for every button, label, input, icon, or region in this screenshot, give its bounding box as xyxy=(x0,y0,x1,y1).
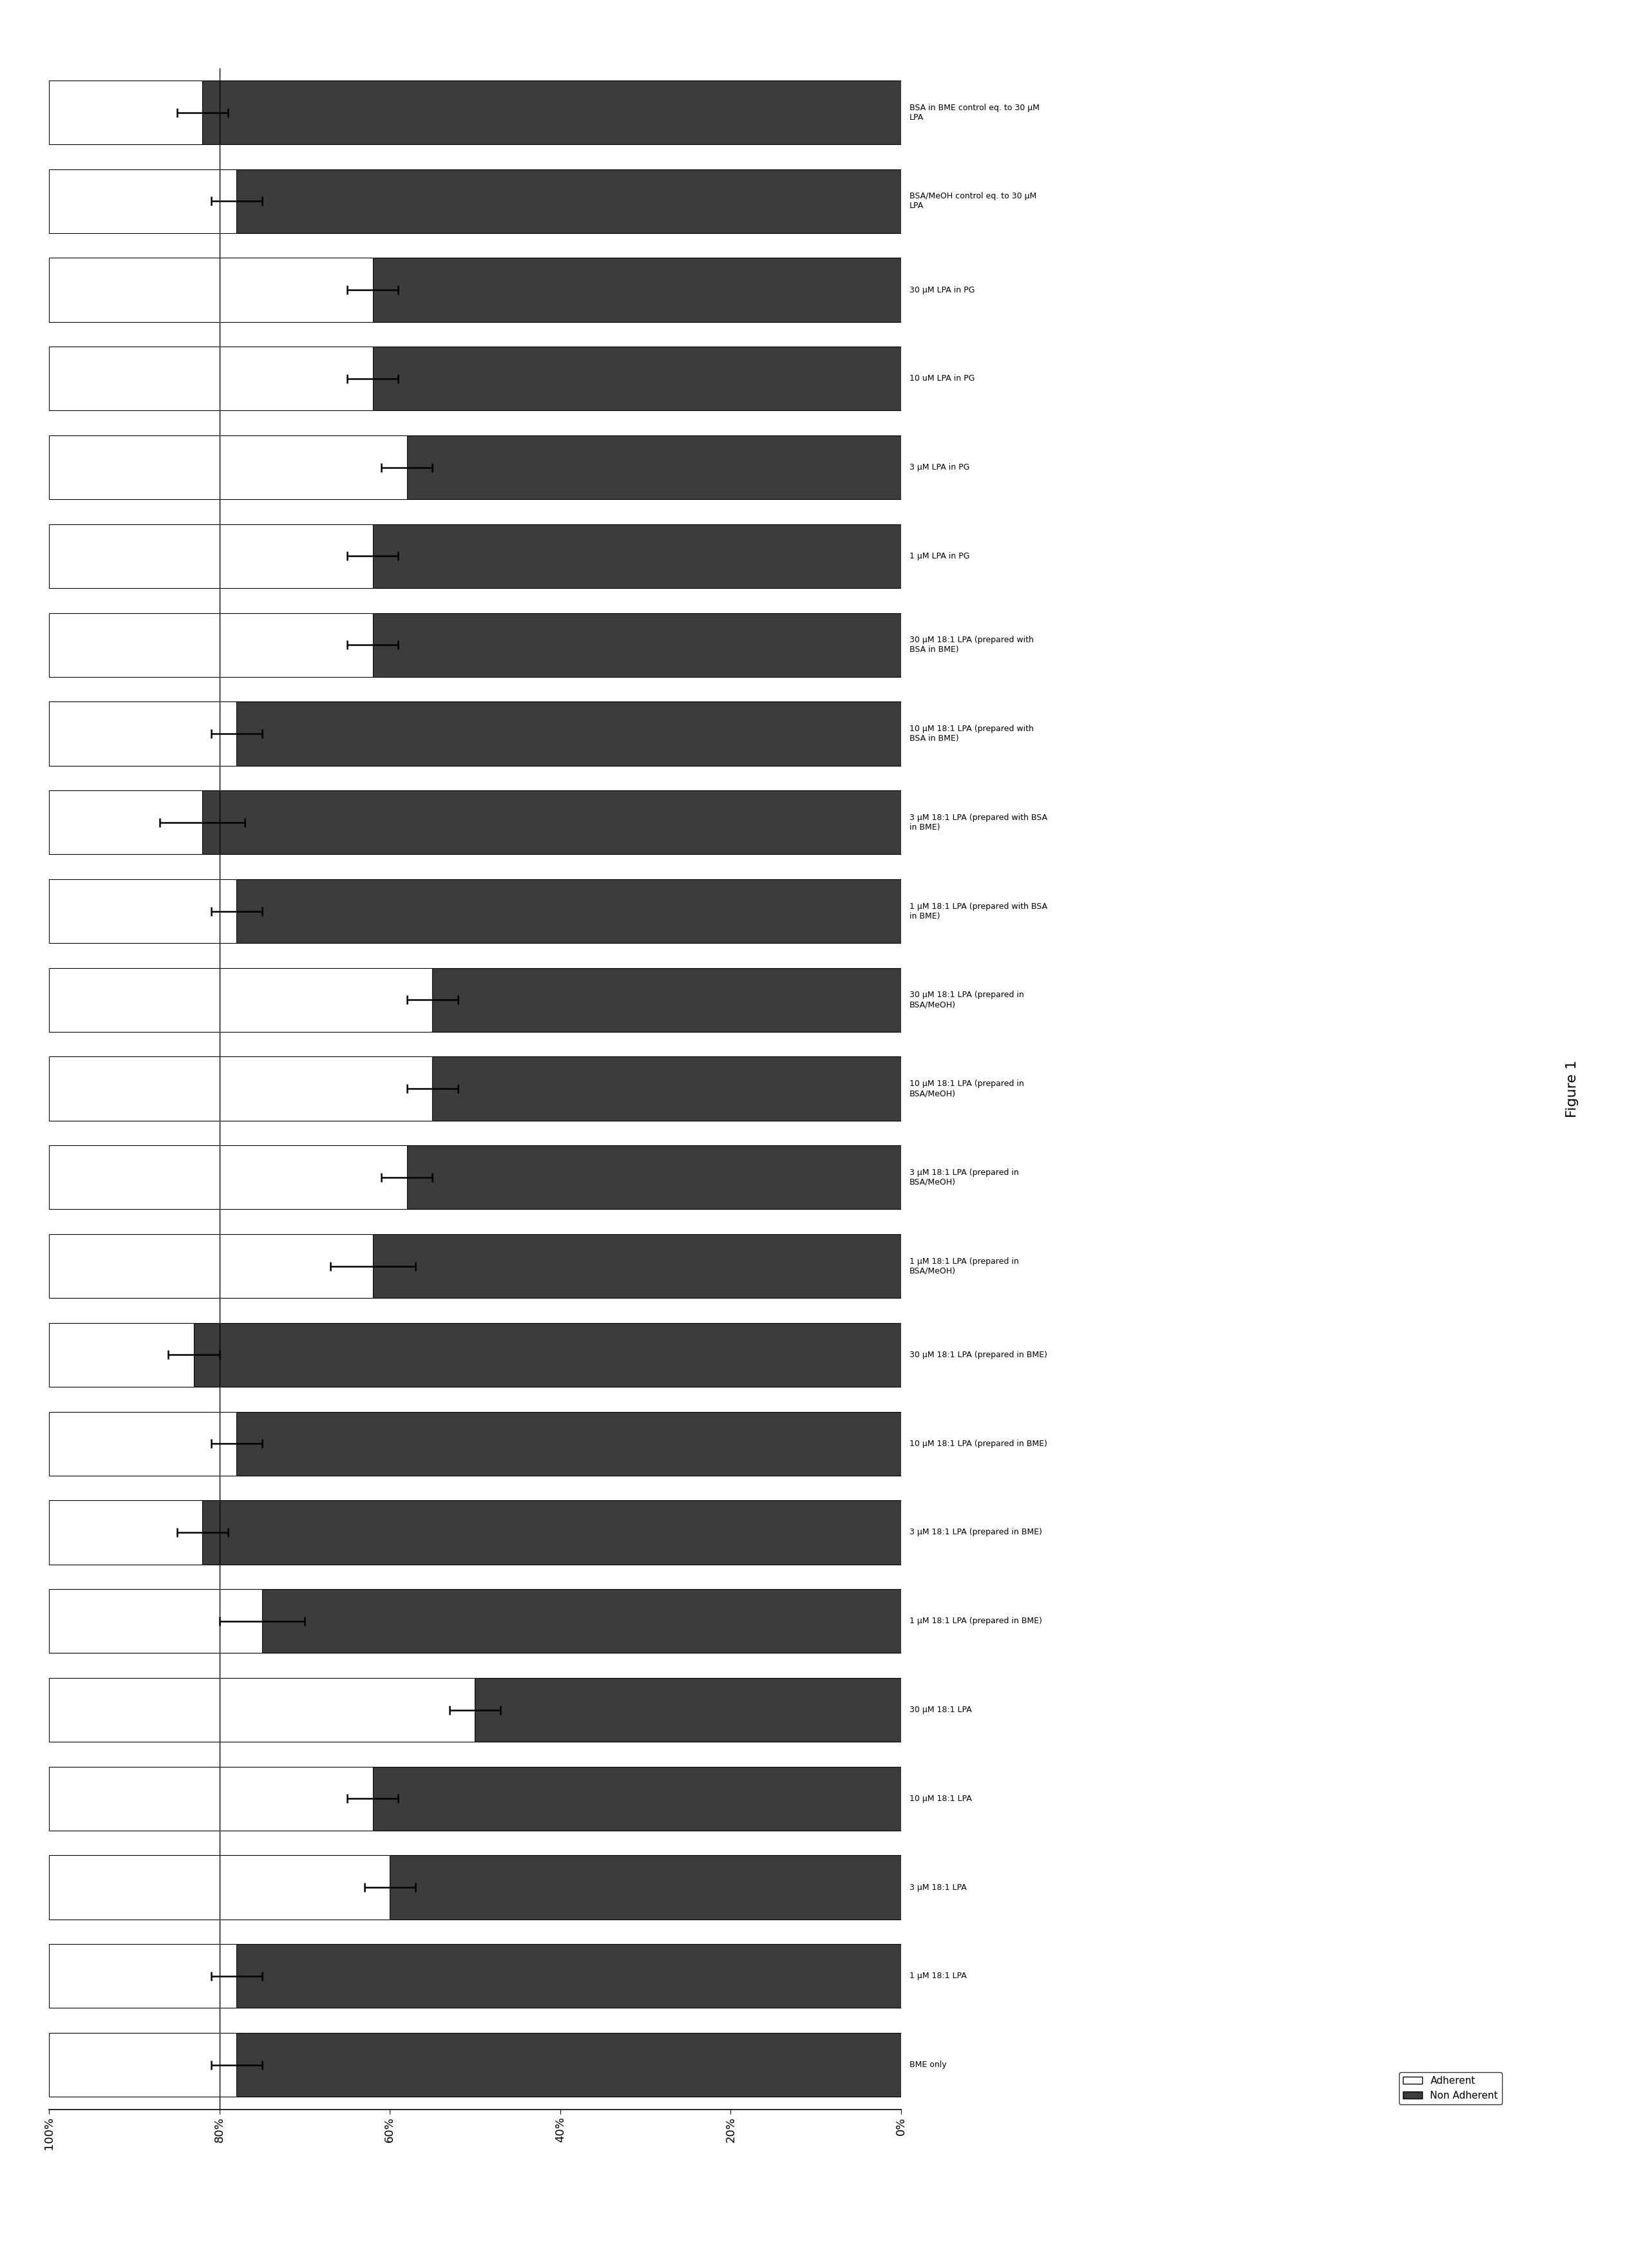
Bar xyxy=(49,1234,373,1297)
Bar xyxy=(49,1322,193,1386)
Bar xyxy=(49,968,432,1032)
Bar xyxy=(49,880,236,943)
Bar xyxy=(236,880,901,943)
Bar xyxy=(373,524,901,587)
Bar xyxy=(49,792,203,855)
Bar xyxy=(373,1767,901,1830)
Text: 30 μM LPA in PG: 30 μM LPA in PG xyxy=(909,286,975,295)
Text: 30 μM 18:1 LPA (prepared with
BSA in BME): 30 μM 18:1 LPA (prepared with BSA in BME… xyxy=(909,635,1034,653)
Bar xyxy=(432,968,901,1032)
Bar xyxy=(390,1855,901,1919)
Bar xyxy=(432,1057,901,1120)
Text: Figure 1: Figure 1 xyxy=(1566,1059,1579,1118)
Text: BSA/MeOH control eq. to 30 μM
LPA: BSA/MeOH control eq. to 30 μM LPA xyxy=(909,193,1037,211)
Bar xyxy=(49,79,203,145)
Text: 10 μM 18:1 LPA (prepared in BME): 10 μM 18:1 LPA (prepared in BME) xyxy=(909,1440,1047,1447)
Bar xyxy=(236,170,901,234)
Bar xyxy=(373,259,901,322)
Text: 30 μM 18:1 LPA (prepared in BME): 30 μM 18:1 LPA (prepared in BME) xyxy=(909,1352,1047,1359)
Text: 30 μM 18:1 LPA: 30 μM 18:1 LPA xyxy=(909,1706,971,1715)
Bar xyxy=(49,347,373,411)
Bar xyxy=(49,1678,475,1742)
Bar xyxy=(406,435,901,499)
Text: BSA in BME control eq. to 30 μM
LPA: BSA in BME control eq. to 30 μM LPA xyxy=(909,104,1040,122)
Bar xyxy=(236,2032,901,2098)
Text: 1 μM LPA in PG: 1 μM LPA in PG xyxy=(909,551,970,560)
Text: BME only: BME only xyxy=(909,2062,947,2068)
Bar xyxy=(49,1767,373,1830)
Bar xyxy=(262,1590,901,1653)
Bar xyxy=(49,1501,203,1565)
Bar xyxy=(49,2032,236,2098)
Bar xyxy=(49,524,373,587)
Text: 3 μM 18:1 LPA: 3 μM 18:1 LPA xyxy=(909,1882,966,1892)
Bar xyxy=(236,1944,901,2007)
Bar xyxy=(406,1145,901,1209)
Text: 10 μM 18:1 LPA (prepared in
BSA/MeOH): 10 μM 18:1 LPA (prepared in BSA/MeOH) xyxy=(909,1080,1024,1098)
Bar xyxy=(49,612,373,676)
Bar xyxy=(236,1411,901,1476)
Bar xyxy=(373,347,901,411)
Bar xyxy=(203,1501,901,1565)
Bar xyxy=(475,1678,901,1742)
Bar xyxy=(49,1145,406,1209)
Text: 10 μM 18:1 LPA (prepared with
BSA in BME): 10 μM 18:1 LPA (prepared with BSA in BME… xyxy=(909,726,1034,742)
Text: 1 μM 18:1 LPA (prepared in BME): 1 μM 18:1 LPA (prepared in BME) xyxy=(909,1617,1042,1626)
Bar xyxy=(49,435,406,499)
Bar xyxy=(49,259,373,322)
Bar xyxy=(236,701,901,767)
Bar xyxy=(373,612,901,676)
Bar xyxy=(49,701,236,767)
Bar xyxy=(49,1057,432,1120)
Bar xyxy=(49,1944,236,2007)
Text: 1 μM 18:1 LPA: 1 μM 18:1 LPA xyxy=(909,1971,966,1980)
Bar xyxy=(203,79,901,145)
Bar xyxy=(49,1411,236,1476)
Bar xyxy=(49,170,236,234)
Text: 30 μM 18:1 LPA (prepared in
BSA/MeOH): 30 μM 18:1 LPA (prepared in BSA/MeOH) xyxy=(909,991,1024,1009)
Legend: Adherent, Non Adherent: Adherent, Non Adherent xyxy=(1399,2073,1502,2105)
Text: 3 μM 18:1 LPA (prepared with BSA
in BME): 3 μM 18:1 LPA (prepared with BSA in BME) xyxy=(909,814,1047,832)
Text: 3 μM LPA in PG: 3 μM LPA in PG xyxy=(909,463,970,472)
Text: 10 μM 18:1 LPA: 10 μM 18:1 LPA xyxy=(909,1794,971,1803)
Bar xyxy=(203,792,901,855)
Text: 1 μM 18:1 LPA (prepared in
BSA/MeOH): 1 μM 18:1 LPA (prepared in BSA/MeOH) xyxy=(909,1256,1019,1275)
Bar xyxy=(193,1322,901,1386)
Bar xyxy=(373,1234,901,1297)
Text: 1 μM 18:1 LPA (prepared with BSA
in BME): 1 μM 18:1 LPA (prepared with BSA in BME) xyxy=(909,903,1047,921)
Bar xyxy=(49,1855,390,1919)
Text: 10 uM LPA in PG: 10 uM LPA in PG xyxy=(909,374,975,383)
Text: 3 μM 18:1 LPA (prepared in BME): 3 μM 18:1 LPA (prepared in BME) xyxy=(909,1529,1042,1535)
Text: 3 μM 18:1 LPA (prepared in
BSA/MeOH): 3 μM 18:1 LPA (prepared in BSA/MeOH) xyxy=(909,1168,1019,1186)
Bar xyxy=(49,1590,262,1653)
